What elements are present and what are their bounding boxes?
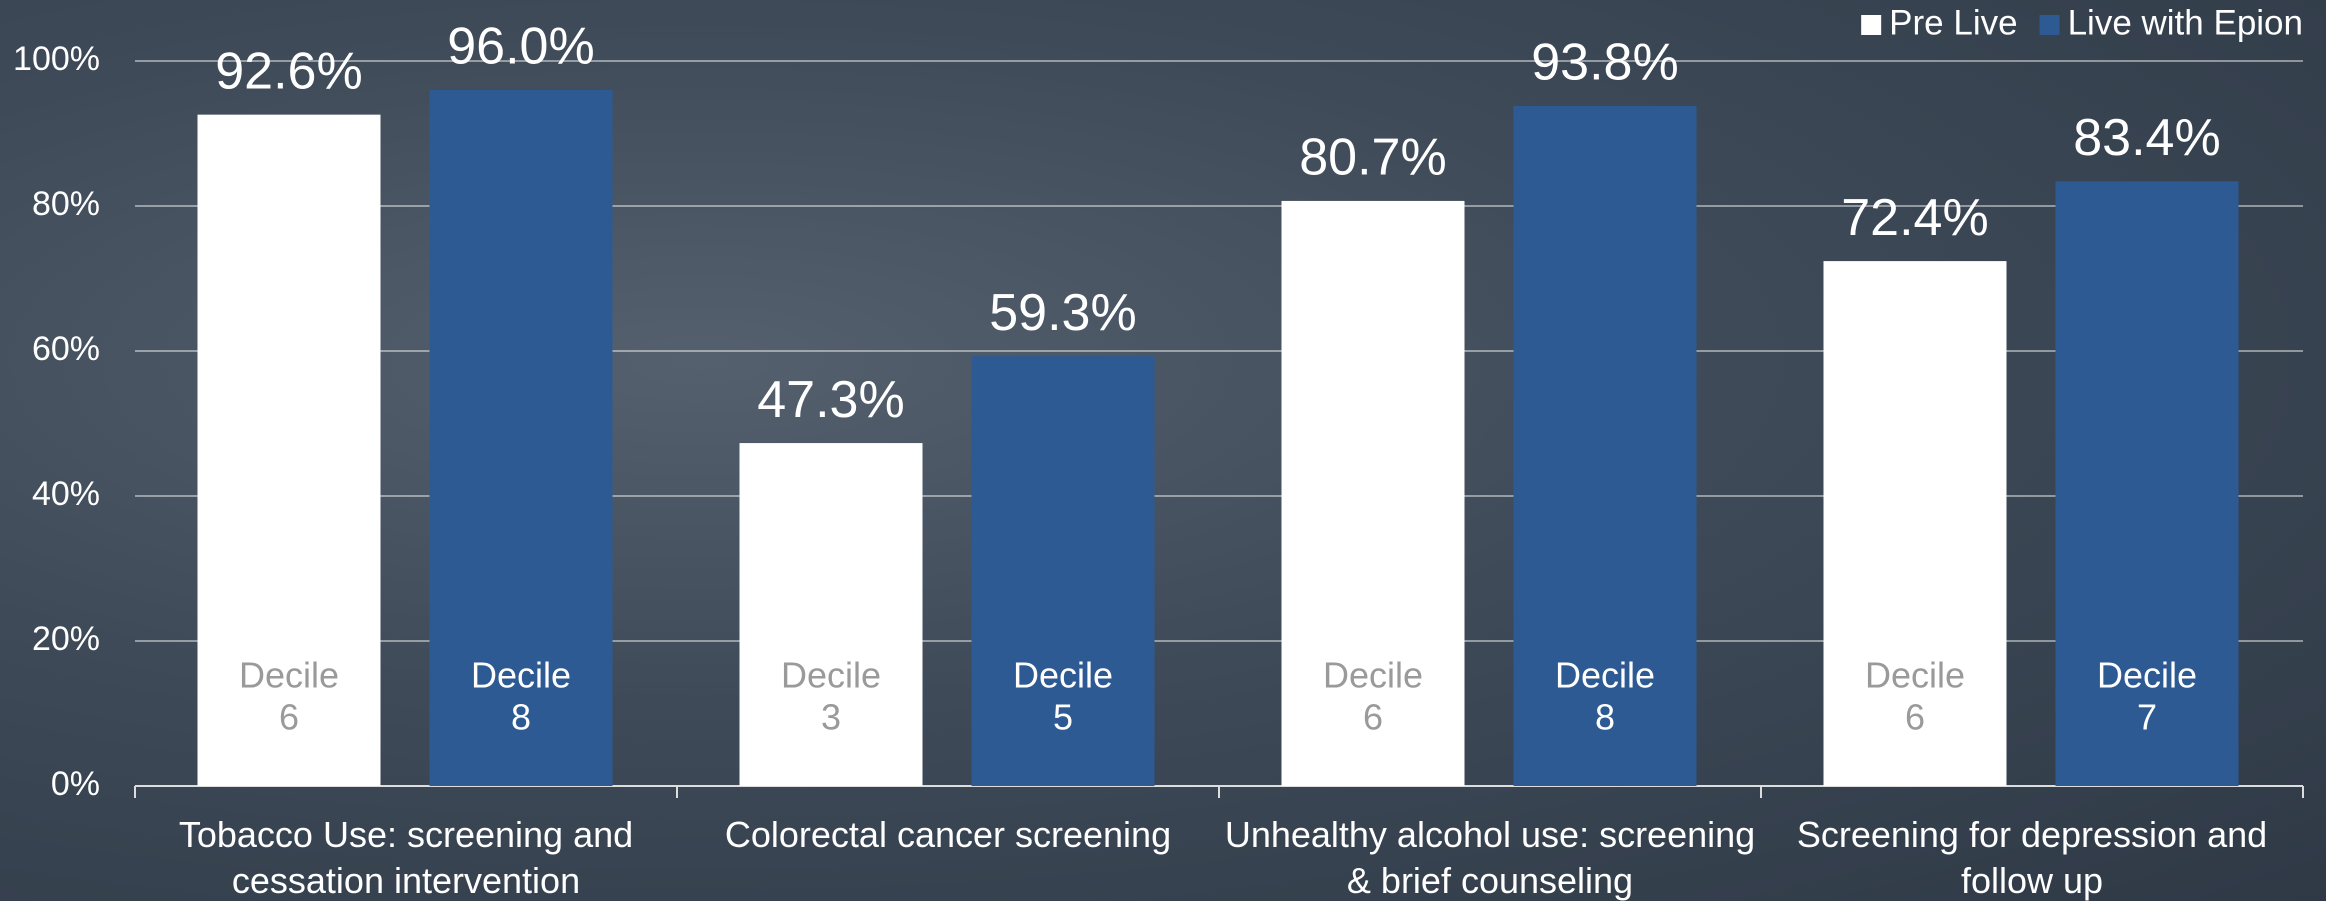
legend-label: Live with Epion	[2068, 3, 2303, 42]
bar-label: 8	[511, 697, 531, 738]
bar-label: 6	[1363, 697, 1383, 738]
value-label: 92.6%	[215, 42, 362, 100]
value-label: 96.0%	[447, 18, 594, 76]
bar-label: 8	[1595, 697, 1615, 738]
bar-label: Decile	[781, 655, 881, 696]
bar-label: 7	[2137, 697, 2157, 738]
chart: 0%20%40%60%80%100%92.6%Decile696.0%Decil…	[0, 0, 2326, 901]
bar-label: Decile	[1865, 655, 1965, 696]
bar-label: Decile	[239, 655, 339, 696]
value-label: 47.3%	[757, 371, 904, 429]
chart-svg: 0%20%40%60%80%100%92.6%Decile696.0%Decil…	[0, 0, 2326, 901]
y-tick-label: 80%	[32, 185, 100, 223]
y-tick-label: 20%	[32, 620, 100, 658]
value-label: 80.7%	[1299, 129, 1446, 187]
y-tick-label: 60%	[32, 330, 100, 368]
bar-label: Decile	[1013, 655, 1113, 696]
y-tick-label: 100%	[13, 40, 100, 78]
x-tick-label: Screening for depression and follow up	[1766, 812, 2298, 901]
bar-label: 6	[279, 697, 299, 738]
bar-label: Decile	[2097, 655, 2197, 696]
bar-label: Decile	[1555, 655, 1655, 696]
x-tick-label: Unhealthy alcohol use: screening & brief…	[1224, 812, 1756, 901]
bar-label: Decile	[471, 655, 571, 696]
legend-label: Pre Live	[1889, 3, 2017, 42]
y-tick-label: 0%	[51, 765, 100, 803]
bar-label: 6	[1905, 697, 1925, 738]
y-tick-label: 40%	[32, 475, 100, 513]
value-label: 72.4%	[1841, 189, 1988, 247]
bar-label: Decile	[1323, 655, 1423, 696]
legend-swatch	[1861, 15, 1881, 35]
x-tick-label: Colorectal cancer screening	[682, 812, 1214, 858]
value-label: 83.4%	[2073, 109, 2220, 167]
value-label: 93.8%	[1531, 34, 1678, 92]
legend-swatch	[2040, 15, 2060, 35]
value-label: 59.3%	[989, 284, 1136, 342]
bar-label: 3	[821, 697, 841, 738]
x-tick-label: Tobacco Use: screening and cessation int…	[140, 812, 672, 901]
bar-label: 5	[1053, 697, 1073, 738]
